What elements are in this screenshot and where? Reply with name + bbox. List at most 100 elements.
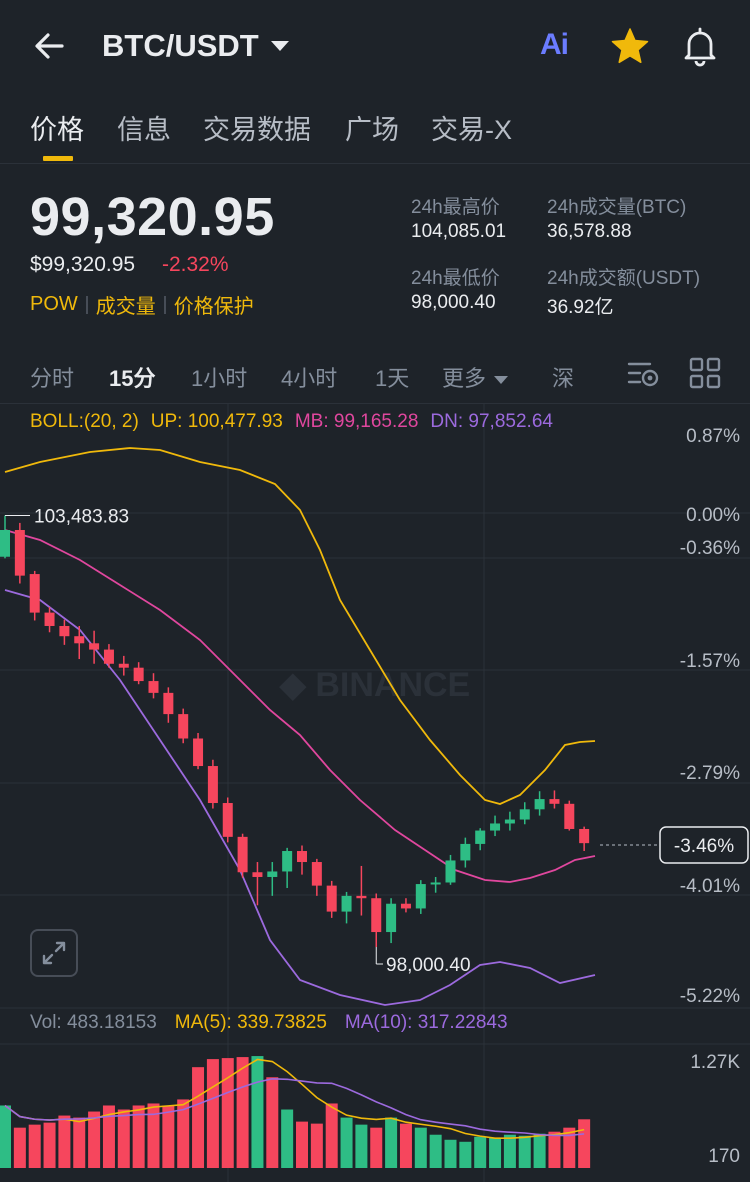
favorite-star-icon[interactable] [608,24,652,68]
top-bar: BTC/USDT Ai [0,0,750,90]
ai-icon[interactable]: Ai [540,28,569,61]
candle-body [103,649,114,664]
candle-body [148,681,159,693]
candle-body [237,836,248,873]
tag-price-protection[interactable]: 价格保护 [173,296,254,318]
volume-bar [13,1127,26,1168]
interval-1d[interactable]: 1天 [375,366,410,391]
stat-vol-btc-label: 24h成交量(BTC) [547,197,687,218]
volume-bar [266,1077,279,1168]
tab-trading-data[interactable]: 交易数据 [203,115,311,145]
candle-body [89,643,100,650]
volume-bar [578,1119,591,1168]
candle-body [14,530,25,576]
candle-body [133,667,144,682]
current-change-label: -3.46% [674,836,734,857]
volume-bar [399,1123,412,1168]
pair-selector[interactable]: BTC/USDT [102,24,289,68]
volume-bar [251,1056,264,1168]
candle-body [193,738,204,767]
candle-body [445,860,456,883]
interval-depth[interactable]: 深 [552,366,575,391]
y-axis-tick-label: -0.36% [680,538,740,559]
layout-grid-icon[interactable] [688,356,722,390]
volume-bar [459,1141,472,1168]
volume-bar [474,1136,487,1168]
volume-bar [221,1058,234,1168]
interval-4h[interactable]: 4小时 [281,366,338,391]
candle-body [460,843,471,861]
volume-bar [429,1134,442,1168]
y-axis-tick-label: 0.87% [686,426,740,447]
interval-1h[interactable]: 1小时 [191,366,248,391]
stat-low-value: 98,000.40 [411,292,496,313]
volume-bar [503,1134,516,1168]
candle-body [267,871,278,877]
volume-bar [192,1067,205,1168]
boll-dn-label: DN: 97,852.64 [430,411,553,432]
vol-ma5-label: MA(5): 339.73825 [174,1012,327,1033]
vol-ma10-label: MA(10): 317.22843 [344,1012,508,1033]
candle-body [0,530,10,557]
candle-body [222,803,233,837]
back-arrow-icon[interactable] [30,26,70,66]
expand-icon [42,941,66,965]
volume-bar [370,1127,383,1168]
y-axis-tick-label: 0.00% [686,505,740,526]
interval-timeline[interactable]: 分时 [30,366,75,391]
candle-body [59,625,70,637]
y-axis-tick-label: -5.22% [680,986,740,1007]
volume-bar [132,1105,145,1168]
volume-bar [0,1105,11,1168]
candle-body [252,872,263,877]
tab-price[interactable]: 价格 [30,115,84,145]
tab-square[interactable]: 广场 [345,115,399,145]
fullscreen-expand-button[interactable] [30,929,78,977]
bell-icon[interactable] [678,24,722,68]
volume-bar [177,1099,190,1168]
tab-trade-x[interactable]: 交易-X [431,115,512,145]
caret-down-icon [494,376,509,385]
volume-bar [385,1117,398,1168]
boll-middle-line [4,529,596,883]
volume-ma10-line [4,1078,585,1137]
volume-bar [548,1131,561,1168]
candle-body [207,766,218,804]
candle-body [415,884,426,909]
candlestick-chart[interactable]: ◆ BINANCE 103,483.83 98,000.40 0.87% 0.00% -0… [0,404,750,1182]
price-change-pct: -2.32% [162,253,229,276]
interval-more[interactable]: 更多 [442,361,509,393]
volume-bar [236,1057,249,1168]
volume-bar [117,1109,130,1168]
interval-15m[interactable]: 15分 [109,366,156,391]
volume-bar [28,1124,41,1168]
tag-pow[interactable]: POW [30,293,78,315]
pair-label: BTC/USDT [102,28,259,63]
candle-body [341,895,352,912]
interval-bar: 分时 15分 1小时 4小时 1天 更多 深 [0,355,750,395]
y-axis-tick-label: -2.79% [680,763,740,784]
high-price-label: 103,483.83 [34,507,129,528]
tab-info[interactable]: 信息 [117,115,171,145]
candle-body [163,692,174,715]
volume-bar [355,1124,368,1168]
caret-down-icon [270,41,289,51]
tag-volume[interactable]: 成交量 [95,296,156,318]
y-axis-tick-label: -1.57% [680,651,740,672]
candle-body [178,714,189,739]
indicator-settings-icon[interactable] [626,356,660,390]
vol-label: Vol: 483.18153 [30,1012,157,1033]
volume-bar [444,1139,457,1168]
volume-bar [414,1127,427,1168]
divider [0,403,750,404]
volume-bar [73,1117,86,1168]
candle-body [579,828,590,844]
y-axis-tick-label: -4.01% [680,876,740,897]
volume-bar [533,1133,546,1168]
interval-more-label: 更多 [442,366,487,391]
current-change-badge [659,826,749,864]
candle-body [311,862,322,886]
candle-body [118,663,129,668]
last-price: 99,320.95 [30,187,275,247]
boll-mb-label: MB: 99,165.28 [294,411,419,432]
